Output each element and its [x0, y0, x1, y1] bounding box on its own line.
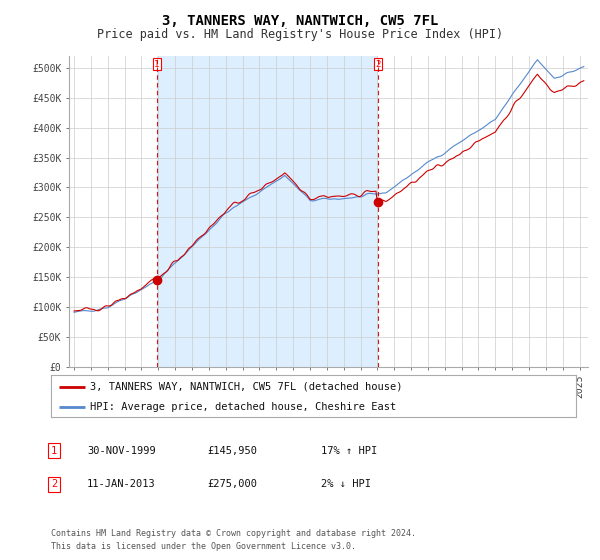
Text: 1: 1 — [154, 60, 160, 69]
Text: Price paid vs. HM Land Registry's House Price Index (HPI): Price paid vs. HM Land Registry's House … — [97, 28, 503, 41]
Text: £145,950: £145,950 — [207, 446, 257, 456]
Text: 2: 2 — [51, 479, 57, 489]
Bar — [157, 56, 378, 367]
Text: HPI: Average price, detached house, Cheshire East: HPI: Average price, detached house, Ches… — [91, 402, 397, 412]
Text: 1: 1 — [51, 446, 57, 456]
Text: 30-NOV-1999: 30-NOV-1999 — [87, 446, 156, 456]
Text: 2: 2 — [376, 60, 381, 69]
Text: £275,000: £275,000 — [207, 479, 257, 489]
Text: 17% ↑ HPI: 17% ↑ HPI — [321, 446, 377, 456]
Text: 2% ↓ HPI: 2% ↓ HPI — [321, 479, 371, 489]
Text: Contains HM Land Registry data © Crown copyright and database right 2024.
This d: Contains HM Land Registry data © Crown c… — [51, 529, 416, 550]
Text: 11-JAN-2013: 11-JAN-2013 — [87, 479, 156, 489]
Text: 3, TANNERS WAY, NANTWICH, CW5 7FL: 3, TANNERS WAY, NANTWICH, CW5 7FL — [162, 14, 438, 28]
Text: 3, TANNERS WAY, NANTWICH, CW5 7FL (detached house): 3, TANNERS WAY, NANTWICH, CW5 7FL (detac… — [91, 382, 403, 392]
